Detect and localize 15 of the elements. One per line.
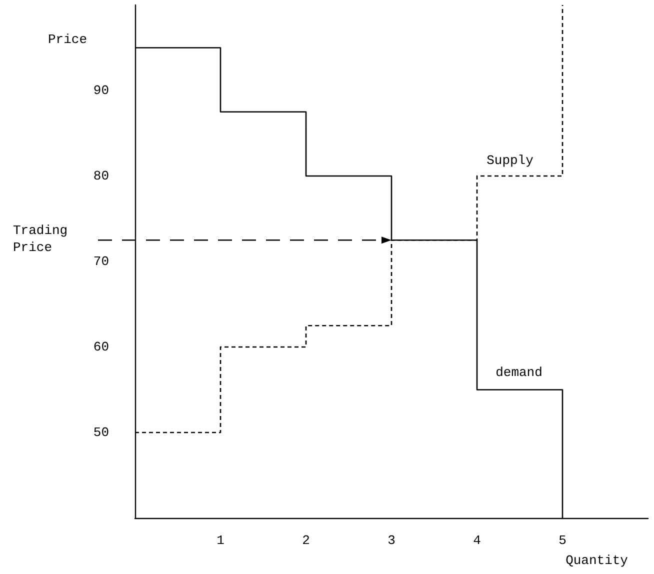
x-tick-label: 5 (558, 533, 566, 548)
y-tick-label: 50 (93, 425, 109, 440)
y-tick-label: 90 (93, 83, 109, 98)
ref-line-label: Trading Price (13, 222, 69, 256)
x-tick-label: 2 (302, 533, 310, 548)
series-label: Supply (486, 153, 534, 168)
x-tick-label: 3 (388, 533, 396, 548)
x-tick-label: 4 (473, 533, 482, 548)
x-axis-title: Quantity (566, 553, 628, 568)
series-label: demand (496, 364, 542, 380)
y-tick-label: 60 (93, 340, 109, 354)
y-tick-label: 70 (93, 254, 109, 269)
x-tick-label: 1 (216, 533, 225, 548)
y-axis-title: Price (48, 32, 87, 47)
y-tick-label: 80 (93, 168, 109, 184)
